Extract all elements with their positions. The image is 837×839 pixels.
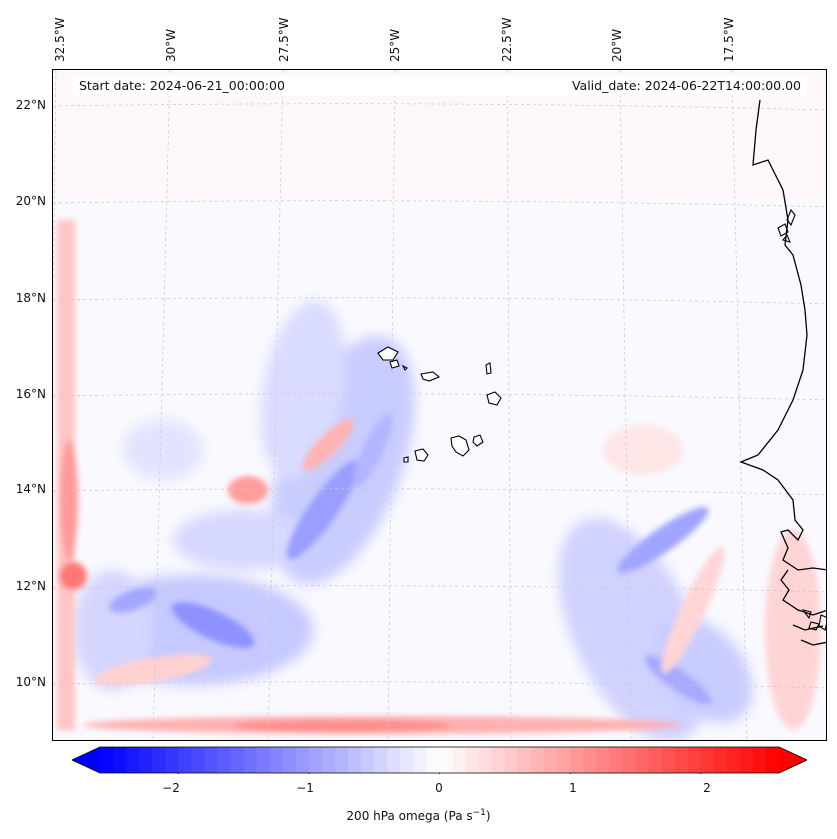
lat-label-12n: 12°N (15, 579, 46, 593)
colorbar-label-text: 200 hPa omega (Pa s (346, 809, 473, 823)
colorbar-cell (543, 747, 558, 773)
colorbar-cell (426, 747, 441, 773)
colorbar-cell (295, 747, 310, 773)
coastal-islands (777, 208, 826, 631)
lat-label-16n: 16°N (15, 387, 46, 401)
colorbar-cell (256, 747, 271, 773)
colorbar-cell (100, 747, 114, 773)
colorbar-cell (609, 747, 623, 773)
colorbar-cell (465, 747, 480, 773)
map-panel (52, 69, 827, 741)
colorbar-extend-min (72, 747, 100, 773)
colorbar-cell (635, 747, 650, 773)
lat-label-18n: 18°N (15, 291, 46, 305)
omega-field-map (53, 70, 826, 740)
colorbar-cell (217, 747, 232, 773)
colorbar-cell (139, 747, 153, 773)
colorbar-cell (374, 747, 388, 773)
colorbar-cell (400, 747, 414, 773)
colorbar-cell (230, 747, 245, 773)
colorbar-extend-max (779, 747, 807, 773)
valid-date-label: Valid_date: 2024-06-22T14:00:00.00 (571, 78, 801, 93)
colorbar-tick-marks (177, 773, 702, 774)
lon-label-32-5w: 32.5°W (53, 17, 67, 62)
colorbar-cell (243, 747, 258, 773)
colorbar-cell (126, 747, 140, 773)
lon-label-27-5w: 27.5°W (277, 17, 291, 62)
colorbar-cell (687, 747, 702, 773)
colorbar-cell (321, 747, 336, 773)
colorbar-cell (674, 747, 689, 773)
colorbar-cell (596, 747, 610, 773)
colorbar-cell (361, 747, 375, 773)
colorbar-cell (439, 747, 454, 773)
colorbar-tick-label-1: 1 (569, 781, 577, 795)
lat-label-20n: 20°N (15, 194, 46, 208)
colorbar-outline (72, 746, 807, 774)
colorbar-cell (622, 747, 636, 773)
colorbar-label-close: ) (485, 809, 491, 823)
colorbar (72, 746, 807, 774)
colorbar-cell (752, 747, 767, 773)
colorbar-cell (739, 747, 754, 773)
colorbar-cell (583, 747, 597, 773)
colorbar-label: 200 hPa omega (Pa s−1) (0, 808, 837, 823)
colorbar-cell (269, 747, 284, 773)
colorbar-cell (504, 747, 519, 773)
colorbar-cell (570, 747, 584, 773)
colorbar-cell (282, 747, 297, 773)
colorbar-tick-label-2: 2 (703, 781, 711, 795)
cape-verde-islands (377, 346, 502, 463)
lon-label-30w: 30°W (164, 28, 178, 62)
colorbar-cell (204, 747, 219, 773)
colorbar-cell (152, 747, 166, 773)
start-date-label: Start date: 2024-06-21_00:00:00 (79, 78, 285, 93)
colorbar-cells (72, 747, 807, 773)
colorbar-cell (726, 747, 741, 773)
colorbar-cell (530, 747, 545, 773)
colorbar-cell (387, 747, 401, 773)
colorbar-cell (165, 747, 179, 773)
colorbar-cell (191, 747, 206, 773)
colorbar-cell (491, 747, 506, 773)
colorbar-cell (178, 747, 193, 773)
negative-omega-cores (109, 413, 712, 705)
colorbar-cell (700, 747, 715, 773)
date-header-band (72, 76, 807, 96)
colorbar-cell (713, 747, 728, 773)
colorbar-cell (348, 747, 362, 773)
colorbar-cell (648, 747, 663, 773)
colorbar-cell (113, 747, 127, 773)
lon-label-17-5w: 17.5°W (722, 17, 736, 62)
colorbar-cell (557, 747, 571, 773)
lat-label-10n: 10°N (15, 675, 46, 689)
colorbar-cell (478, 747, 493, 773)
positive-omega-patches (57, 220, 821, 734)
colorbar-cell (452, 747, 467, 773)
colorbar-label-exponent: −1 (472, 808, 486, 818)
lon-label-20w: 20°W (610, 28, 624, 62)
colorbar-cell (661, 747, 676, 773)
colorbar-tick-label-minus-2: −2 (162, 781, 180, 795)
lat-label-22n: 22°N (15, 98, 46, 112)
colorbar-tick-label-minus-1: −1 (296, 781, 314, 795)
lat-label-14n: 14°N (15, 482, 46, 496)
lon-label-25w: 25°W (388, 28, 402, 62)
colorbar-cell (335, 747, 349, 773)
colorbar-cell (413, 747, 428, 773)
colorbar-tick-label-0: 0 (435, 781, 443, 795)
lon-label-22-5w: 22.5°W (500, 17, 514, 62)
colorbar-cell (517, 747, 532, 773)
graticule (53, 70, 826, 740)
colorbar-cell (765, 747, 780, 773)
africa-coastline (739, 99, 826, 571)
colorbar-cell (308, 747, 323, 773)
